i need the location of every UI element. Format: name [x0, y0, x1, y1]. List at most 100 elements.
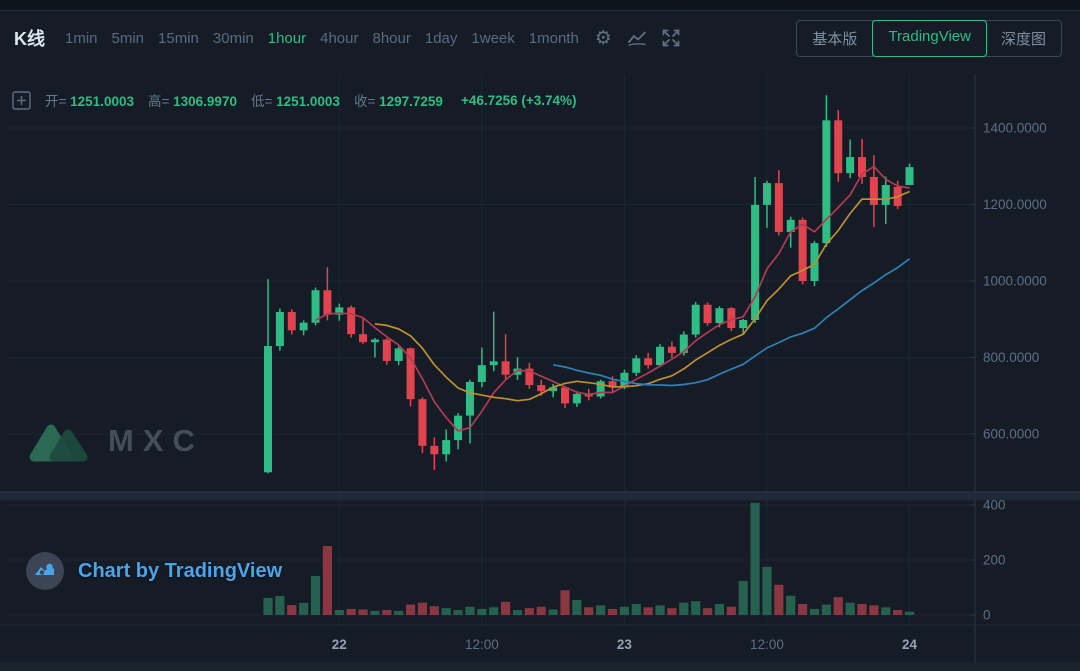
tradingview-attribution[interactable]: Chart by TradingView — [26, 552, 282, 590]
volume-bar — [501, 601, 511, 615]
candle — [656, 346, 665, 366]
volume-bar — [489, 607, 499, 615]
bottom-strip — [0, 662, 1080, 671]
attribution-text: Chart by TradingView — [78, 559, 283, 582]
candle — [561, 387, 569, 404]
volume-bar — [821, 604, 831, 615]
candle — [786, 219, 795, 233]
pane-separator[interactable] — [0, 492, 1080, 500]
candle — [703, 304, 712, 324]
candle — [501, 361, 510, 375]
candle — [596, 381, 605, 397]
volume-bar — [786, 595, 796, 615]
timeframe-4hour[interactable]: 4hour — [320, 29, 359, 47]
candle — [810, 243, 819, 281]
axis-time-label: 12:00 — [465, 637, 499, 652]
volume-bar — [714, 604, 725, 615]
volume-bar — [584, 607, 594, 615]
volume-bar — [429, 606, 439, 615]
volume-bar — [572, 599, 582, 615]
volume-bar — [417, 602, 428, 615]
timeframe-1month[interactable]: 1month — [528, 29, 579, 47]
volume-bar — [726, 606, 736, 615]
axis-price-label: 1000.0000 — [983, 274, 1047, 289]
top-strip — [0, 0, 1080, 11]
fullscreen-icon[interactable] — [661, 28, 682, 49]
candle — [608, 381, 617, 388]
volume-bar — [358, 609, 368, 615]
timeframe-1hour[interactable]: 1hour — [267, 29, 307, 47]
candle — [335, 307, 344, 315]
axis-price-label: 200 — [983, 553, 1006, 568]
candle — [881, 184, 890, 205]
candle — [454, 415, 463, 441]
volume-bar — [762, 566, 772, 615]
volume-bar — [667, 608, 677, 615]
candle — [513, 368, 522, 375]
candle — [834, 120, 843, 174]
candle — [620, 372, 629, 388]
timeframe-1day[interactable]: 1day — [424, 29, 458, 47]
candle — [869, 176, 878, 205]
moving-average-lines — [315, 165, 911, 432]
price-axis[interactable]: 1400.0000 1200.0000 1000.0000 800.0000 600.0… — [969, 75, 1047, 662]
volume-bar — [679, 602, 689, 615]
candle — [537, 385, 546, 392]
timeframe-selector: 1min 5min 15min 30min 1hour 4hour 8hour 1day 1we… — [65, 30, 579, 47]
volume-bar — [322, 545, 332, 615]
volume-bar — [607, 608, 618, 615]
candle — [370, 339, 379, 343]
timeframe-5min[interactable]: 5min — [111, 29, 145, 47]
candle — [287, 311, 296, 331]
timeframe-15min[interactable]: 15min — [158, 29, 199, 47]
volume-bar — [857, 604, 867, 615]
candle — [418, 399, 427, 446]
volume-bar — [310, 575, 321, 615]
volume-bar — [287, 605, 297, 615]
volume-bar — [643, 607, 653, 615]
timeframe-1min[interactable]: 1min — [65, 29, 98, 47]
candle — [465, 381, 474, 416]
ohlc-low: 低= 1251.0003 — [250, 94, 340, 109]
timeframe-1week[interactable]: 1week — [471, 29, 515, 47]
candle — [442, 440, 451, 455]
volume-bar — [631, 604, 641, 615]
volume-bar — [346, 608, 356, 615]
timeframe-8hour[interactable]: 8hour — [372, 29, 411, 47]
candle — [691, 304, 700, 335]
axis-price-label: 800.0000 — [983, 350, 1039, 365]
candle — [727, 308, 736, 329]
candle — [347, 307, 356, 335]
settings-icon[interactable]: ⚙ — [594, 27, 612, 49]
candle — [525, 368, 534, 386]
indicator-line-icon[interactable] — [627, 28, 648, 49]
view-button-tradingview[interactable]: TradingView — [872, 19, 987, 57]
volume-bar — [738, 580, 748, 615]
axis-price-label: 1200.0000 — [983, 197, 1047, 212]
volume-bar — [833, 597, 843, 615]
timeframe-30min[interactable]: 30min — [212, 29, 254, 47]
page-title: K线 — [14, 29, 45, 49]
candle — [739, 320, 748, 329]
axis-price-label: 600.0000 — [983, 427, 1039, 442]
volume-bar — [453, 610, 463, 615]
candle — [394, 348, 403, 361]
time-axis[interactable]: 22 12:00 23 12:00 24 — [332, 637, 918, 652]
view-button-basic[interactable]: 基本版 — [797, 20, 874, 56]
candle — [406, 348, 415, 400]
axis-price-label: 1400.0000 — [983, 121, 1047, 136]
volume-bar — [869, 605, 879, 615]
volume-bar — [370, 610, 380, 615]
candle — [715, 308, 724, 324]
volume-bar — [512, 610, 523, 615]
volume-bar — [560, 590, 570, 615]
candle — [679, 334, 688, 353]
ohlc-close: 收= 1297.7259 — [353, 94, 443, 109]
candle — [299, 322, 308, 331]
view-button-depth[interactable]: 深度图 — [1000, 30, 1046, 48]
grid-plus-icon[interactable] — [12, 90, 31, 110]
candle — [905, 167, 914, 185]
volume-bar — [334, 610, 344, 615]
